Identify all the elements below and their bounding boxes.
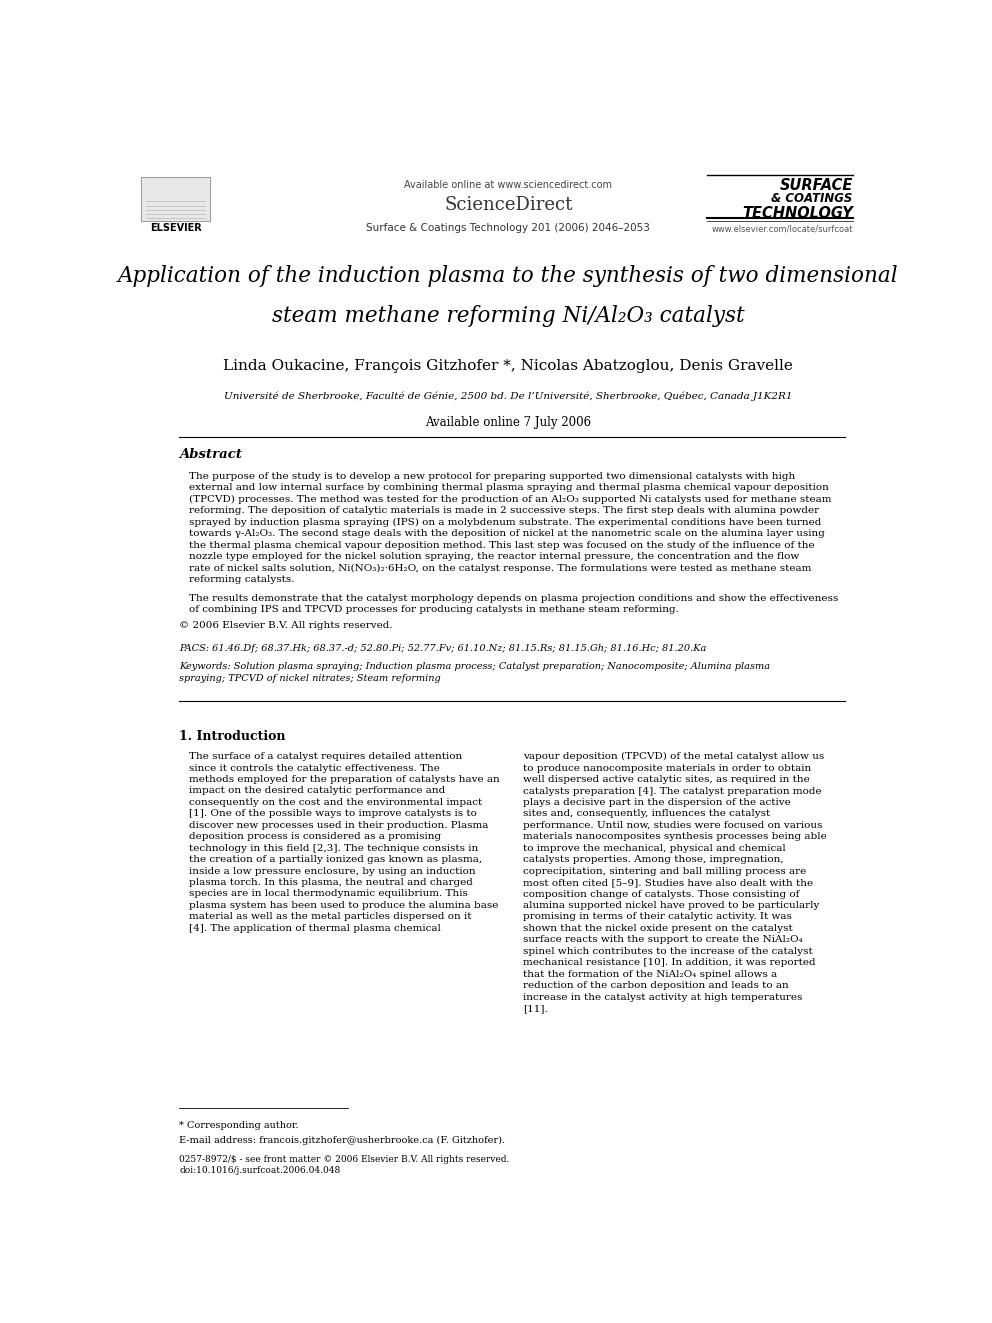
Text: steam methane reforming Ni/Al₂O₃ catalyst: steam methane reforming Ni/Al₂O₃ catalys… xyxy=(272,306,745,328)
Text: Application of the induction plasma to the synthesis of two dimensional: Application of the induction plasma to t… xyxy=(118,265,899,287)
Text: TECHNOLOGY: TECHNOLOGY xyxy=(742,205,853,221)
Text: SURFACE: SURFACE xyxy=(780,179,853,193)
Text: Université de Sherbrooke, Faculté de Génie, 2500 bd. De l’Université, Sherbrooke: Université de Sherbrooke, Faculté de Gén… xyxy=(224,392,793,401)
Text: Abstract: Abstract xyxy=(180,448,242,462)
Text: 1. Introduction: 1. Introduction xyxy=(180,730,286,742)
Text: E-mail address: francois.gitzhofer@usherbrooke.ca (F. Gitzhofer).: E-mail address: francois.gitzhofer@usher… xyxy=(180,1135,506,1144)
Text: & COATINGS: & COATINGS xyxy=(772,192,853,205)
Text: doi:10.1016/j.surfcoat.2006.04.048: doi:10.1016/j.surfcoat.2006.04.048 xyxy=(180,1167,340,1175)
Text: ScienceDirect: ScienceDirect xyxy=(444,196,572,214)
Text: Available online at www.sciencedirect.com: Available online at www.sciencedirect.co… xyxy=(405,180,612,191)
Text: The purpose of the study is to develop a new protocol for preparing supported tw: The purpose of the study is to develop a… xyxy=(189,471,832,583)
Text: Linda Oukacine, François Gitzhofer *, Nicolas Abatzoglou, Denis Gravelle: Linda Oukacine, François Gitzhofer *, Ni… xyxy=(223,360,794,373)
Text: 0257-8972/$ - see front matter © 2006 Elsevier B.V. All rights reserved.: 0257-8972/$ - see front matter © 2006 El… xyxy=(180,1155,510,1164)
Text: © 2006 Elsevier B.V. All rights reserved.: © 2006 Elsevier B.V. All rights reserved… xyxy=(180,620,393,630)
Text: PACS: 61.46.Df; 68.37.Hk; 68.37.-d; 52.80.Pi; 52.77.Fv; 61.10.Nz; 81.15.Rs; 81.1: PACS: 61.46.Df; 68.37.Hk; 68.37.-d; 52.8… xyxy=(180,644,706,654)
Text: ELSEVIER: ELSEVIER xyxy=(150,224,201,233)
Text: The surface of a catalyst requires detailed attention
since it controls the cata: The surface of a catalyst requires detai… xyxy=(188,751,499,933)
Text: vapour deposition (TPCVD) of the metal catalyst allow us
to produce nanocomposit: vapour deposition (TPCVD) of the metal c… xyxy=(523,751,826,1013)
Text: Keywords: Solution plasma spraying; Induction plasma process; Catalyst preparati: Keywords: Solution plasma spraying; Indu… xyxy=(180,663,771,683)
Text: Available online 7 July 2006: Available online 7 July 2006 xyxy=(426,417,591,430)
Text: www.elsevier.com/locate/surfcoat: www.elsevier.com/locate/surfcoat xyxy=(711,225,853,234)
Text: Surface & Coatings Technology 201 (2006) 2046–2053: Surface & Coatings Technology 201 (2006)… xyxy=(366,224,651,233)
Bar xyxy=(141,177,210,221)
Text: * Corresponding author.: * Corresponding author. xyxy=(180,1122,299,1130)
Text: The results demonstrate that the catalyst morphology depends on plasma projectio: The results demonstrate that the catalys… xyxy=(189,594,838,614)
